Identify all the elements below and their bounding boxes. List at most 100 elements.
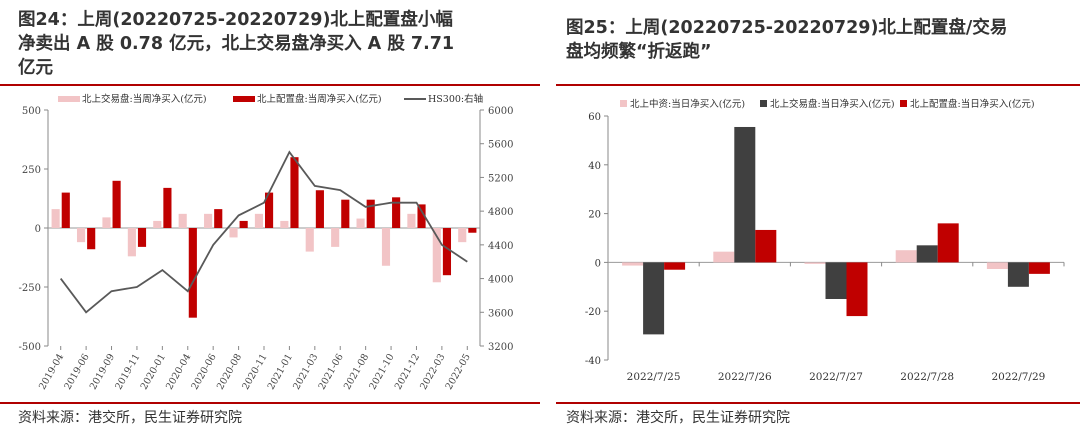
bar-trading	[229, 228, 238, 238]
y-tick-label: -20	[585, 307, 601, 318]
y-tick-label: 0	[35, 224, 41, 235]
legend-label-zhongzi: 北上中资:当日净买入(亿元)	[630, 98, 745, 110]
y-tick-label: 40	[588, 161, 601, 172]
bar-allocation	[417, 204, 426, 228]
weekly-flow-chart: -500 -250 0 250 500 3200 3600 4000 4400 4800 5200 5…	[19, 93, 514, 392]
bar-trading	[356, 218, 365, 228]
bar-allocation	[1028, 262, 1050, 274]
legend-swatch-trading	[760, 100, 767, 107]
bar-trading	[51, 209, 60, 228]
bar-allocation	[937, 223, 959, 263]
source-note: 资料来源：港交所，民生证券研究院	[566, 410, 790, 426]
bar-allocation	[112, 180, 121, 228]
y-tick-label: -250	[19, 283, 41, 294]
chart-panel-right: 图25：上周(20220725-20220729)北上配置盘/交易 盘均频繁“折…	[556, 0, 1080, 432]
legend-label-hs300: HS300:右轴	[428, 93, 483, 105]
chart-title: 图24：上周(20220725-20220729)北上配置盘小幅 净卖出 A 股…	[18, 8, 518, 80]
legend-label-trading: 北上交易盘:当日净买入(亿元)	[770, 98, 895, 110]
x-tick-label: 2022/7/29	[991, 371, 1045, 383]
y-tick-label: 60	[588, 112, 601, 123]
y2-tick-label: 6000	[488, 106, 513, 117]
chart-panel-left: 图24：上周(20220725-20220729)北上配置盘小幅 净卖出 A 股…	[0, 8, 540, 426]
bar-zhongzi	[622, 262, 644, 266]
bar-zhongzi	[895, 250, 917, 263]
bar-allocation	[366, 199, 375, 228]
bar-trading	[734, 126, 756, 263]
bar-allocation	[163, 187, 172, 228]
y-tick-label: -40	[585, 356, 601, 367]
y2-tick-label: 3200	[488, 342, 513, 353]
bar-trading	[178, 213, 187, 228]
bar-trading	[280, 220, 289, 228]
bar-trading	[204, 213, 213, 228]
y2-tick-label: 5200	[488, 173, 513, 184]
bar-allocation	[239, 220, 248, 228]
bar-trading	[643, 262, 665, 335]
chart-title-line: 亿元	[18, 58, 53, 78]
bar-trading	[254, 213, 263, 228]
bar-trading	[825, 262, 847, 299]
y-tick-label: 500	[22, 106, 41, 117]
bar-allocation	[265, 192, 274, 228]
bar-trading	[76, 228, 86, 243]
hs300-line	[59, 150, 468, 314]
title-rule	[556, 84, 1080, 86]
bar-trading	[331, 228, 340, 247]
daily-flow-chart: -40 -20 0 20 40 60 2022/7/25 2022/7/26 2022/7/27…	[585, 98, 1065, 383]
bar-allocation	[341, 199, 350, 228]
bar-allocation	[315, 190, 324, 228]
bar-trading	[458, 228, 467, 243]
bar-trading	[381, 228, 391, 266]
legend-label-allocation: 北上配置盘:当日净买入(亿元)	[910, 98, 1035, 110]
legend-swatch-allocation	[900, 100, 907, 107]
bar-trading	[127, 228, 136, 257]
chart-title: 图25：上周(20220725-20220729)北上配置盘/交易 盘均频繁“折…	[566, 16, 1076, 64]
y-tick-label: 250	[22, 165, 41, 176]
x-tick-label: 2022/7/27	[809, 371, 863, 383]
legend-label-allocation: 北上配置盘:当周净买入(亿元)	[257, 93, 382, 105]
bar-allocation	[664, 262, 686, 270]
bar-zhongzi	[804, 262, 826, 264]
x-tick-label: 2022/7/28	[900, 371, 954, 383]
bar-allocation	[61, 192, 70, 228]
bar-allocation	[290, 157, 299, 228]
legend-label-trading: 北上交易盘:当周净买入(亿元)	[82, 93, 207, 105]
chart-title-line: 盘均频繁“折返跑”	[566, 42, 712, 62]
bar-allocation	[214, 209, 223, 228]
bar-trading	[305, 228, 314, 252]
source-rule	[0, 402, 540, 404]
y-tick-label: -500	[19, 342, 41, 353]
chart-title-line: 净卖出 A 股 0.78 亿元，北上交易盘净买入 A 股 7.71	[18, 34, 455, 54]
bar-allocation	[188, 228, 197, 318]
y-tick-label: 20	[588, 210, 601, 221]
bar-trading	[153, 220, 162, 228]
bar-trading	[432, 228, 441, 283]
title-rule	[0, 84, 540, 86]
y2-tick-label: 4400	[488, 241, 513, 252]
x-tick-label: 2022/7/25	[627, 371, 681, 383]
bar-allocation	[392, 197, 401, 228]
bar-allocation	[755, 229, 777, 263]
chart-area-left: -500 -250 0 250 500 3200 3600 4000 4400 4800 5200 5…	[0, 84, 540, 406]
bar-allocation	[87, 228, 96, 250]
bar-allocation	[846, 262, 868, 317]
bar-allocation	[468, 228, 477, 233]
bar-zhongzi	[713, 251, 735, 263]
y2-tick-label: 3600	[488, 308, 513, 319]
y2-tick-label: 4000	[488, 275, 513, 286]
source-note: 资料来源：港交所，民生证券研究院	[18, 410, 242, 426]
legend-swatch-allocation	[233, 96, 255, 102]
bar-trading	[1007, 262, 1029, 287]
bar-trading	[407, 213, 416, 228]
chart-area-right: -40 -20 0 20 40 60 2022/7/25 2022/7/26 2022/7/27…	[556, 84, 1080, 406]
bar-allocation	[442, 228, 452, 276]
y2-tick-label: 5600	[488, 140, 513, 151]
bar-zhongzi	[986, 262, 1008, 269]
bar-trading	[102, 217, 111, 228]
source-rule	[556, 402, 1080, 404]
bar-trading	[916, 245, 938, 263]
x-tick-label: 2022/7/26	[718, 371, 772, 383]
y2-tick-label: 4800	[488, 207, 513, 218]
chart-title-line: 图24：上周(20220725-20220729)北上配置盘小幅	[18, 10, 453, 30]
x-tick-label: 2022-05	[444, 352, 473, 392]
